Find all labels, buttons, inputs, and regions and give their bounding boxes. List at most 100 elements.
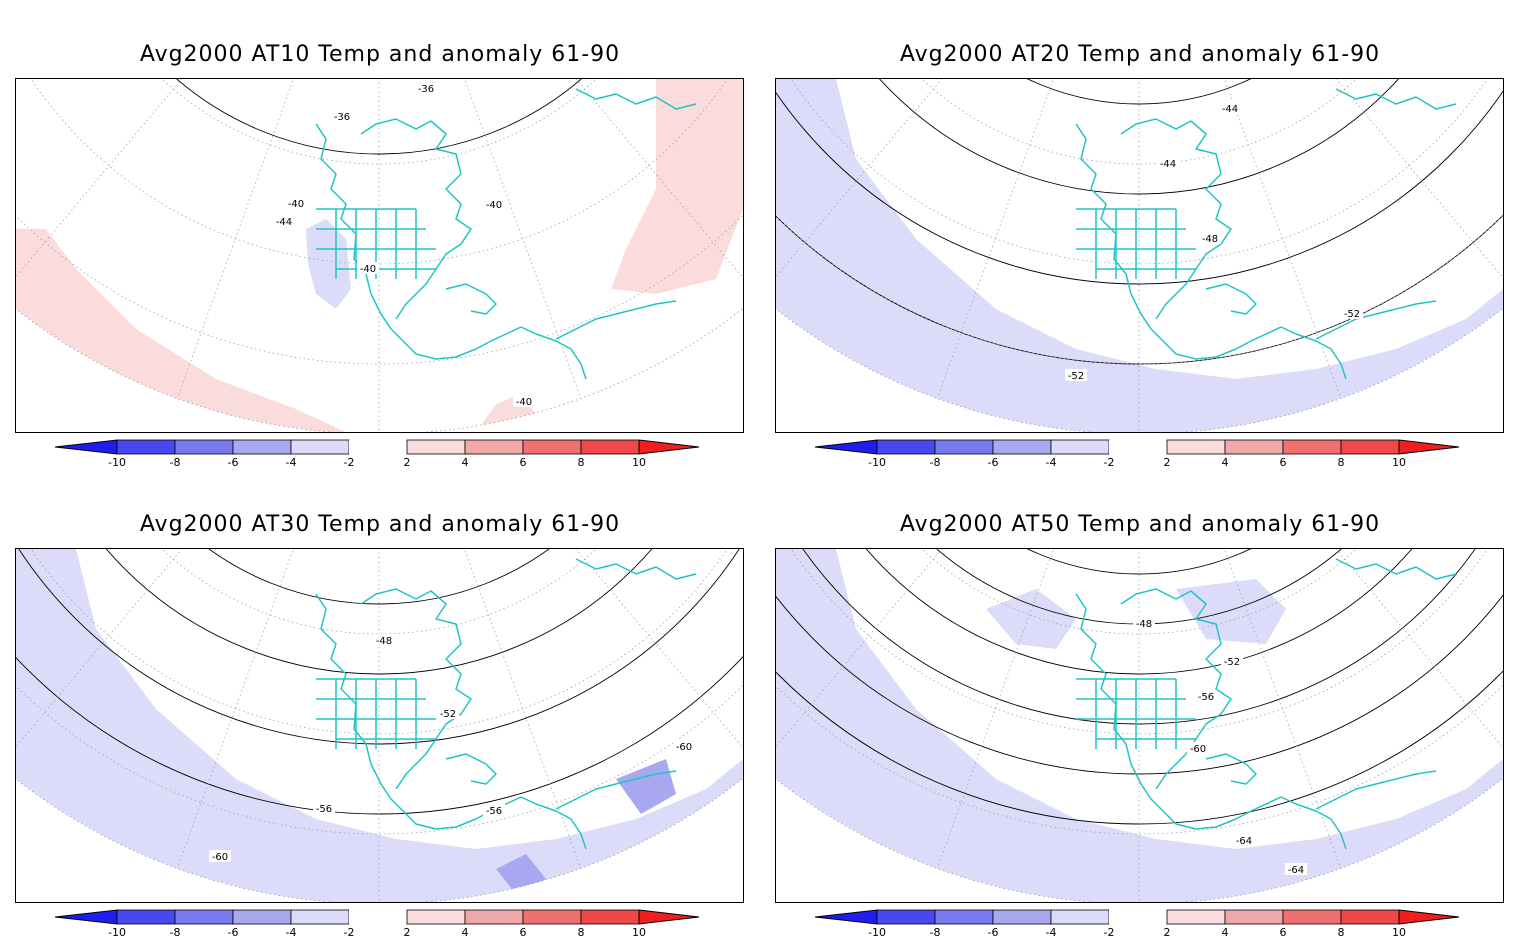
contour-label-bg [357, 262, 379, 274]
temperature-contour [878, 549, 1400, 575]
colorbar-canvas: -10 -8 -6 -4 -2 2 4 6 8 10 [54, 439, 700, 469]
coastline-path [445, 283, 497, 315]
colorbar-arrow-high [1398, 909, 1460, 925]
contour-label-bg [1157, 157, 1179, 169]
colorbar: -10 -8 -6 -4 -2 2 4 6 8 10 [54, 434, 715, 470]
anomaly-cool-area [776, 79, 1503, 432]
colorbar-tick-label: -2 [1104, 456, 1115, 469]
map-panel-at10: Avg2000 AT10 Temp and anomaly 61-90 -36-… [0, 0, 760, 470]
colorbar-tick-label: 4 [462, 456, 469, 469]
colorbar-swatch [1340, 439, 1400, 455]
colorbar-swatch [116, 439, 176, 455]
contour-label: -44 [1160, 159, 1176, 170]
colorbar-swatch [934, 909, 994, 925]
colorbar-tick-label: -8 [930, 456, 941, 469]
contour-label-bg [273, 215, 295, 227]
coastline-path [1280, 796, 1347, 850]
coastline-path [360, 588, 472, 790]
contour-label-bg [1341, 307, 1363, 319]
contour-label-bg [331, 110, 353, 122]
anomaly-cool-area [986, 589, 1076, 649]
temperature-contour [828, 549, 1450, 625]
coastline-path [1205, 283, 1257, 315]
colorbar-tick-label: 8 [578, 926, 585, 939]
colorbar-arrow-high [638, 909, 700, 925]
colorbar-arrow-high [1398, 439, 1460, 455]
contour-label: -64 [1288, 865, 1304, 876]
coastline-path [1280, 326, 1347, 380]
coastline-path [1095, 679, 1177, 749]
contour-label-bg [513, 395, 535, 407]
colorbar-swatch [934, 439, 994, 455]
temperature-contour [88, 549, 670, 605]
map-canvas: -48 -52 -56 -56 -60 -60 [16, 549, 743, 902]
colorbar-tick-label: -4 [1046, 926, 1057, 939]
contour-label-bg [1285, 863, 1307, 875]
contour-label: -44 [1222, 104, 1238, 115]
colorbar-tick-label: -4 [286, 926, 297, 939]
colorbar-arrow-low [54, 909, 118, 925]
colorbar-tick-label: -10 [868, 926, 886, 939]
temperature-contour [878, 79, 1400, 105]
panel-title: Avg2000 AT30 Temp and anomaly 61-90 [139, 512, 621, 537]
map-clip-group [776, 79, 1503, 432]
map-clip-group [16, 79, 743, 432]
coastline-path [316, 678, 436, 740]
panel-title: Avg2000 AT20 Temp and anomaly 61-90 [899, 42, 1381, 67]
colorbar-tick-label: 2 [404, 456, 411, 469]
colorbar-canvas: -10 -8 -6 -4 -2 2 4 6 8 10 [54, 909, 700, 939]
colorbar-canvas: -10 -8 -6 -4 -2 2 4 6 8 10 [814, 439, 1460, 469]
colorbar-swatch [464, 439, 524, 455]
coastline-path [315, 123, 522, 360]
map-frame: -44 -44 -48 -52 -52 [775, 78, 1504, 433]
colorbar-arrow-high [638, 439, 700, 455]
contour-label: -48 [376, 636, 392, 647]
contour-label-bg [373, 634, 395, 646]
contour-label-bg [483, 804, 505, 816]
contour-label: -60 [212, 852, 228, 863]
colorbar-swatch [992, 439, 1052, 455]
coastline-path [1076, 678, 1196, 740]
colorbar: -10 -8 -6 -4 -2 2 4 6 8 10 [814, 904, 1475, 940]
colorbar-tick-label: 10 [1392, 456, 1406, 469]
contour-label: -52 [1344, 309, 1360, 320]
colorbar-tick-label: 2 [1164, 926, 1171, 939]
coastline-path [1205, 753, 1257, 785]
colorbar-swatch [876, 439, 936, 455]
temperature-contour [776, 79, 1503, 285]
colorbar-tick-label: 8 [578, 456, 585, 469]
coastline-path [520, 326, 587, 380]
colorbar-swatch [522, 909, 582, 925]
contour-label: -36 [334, 112, 350, 123]
colorbar-swatch [174, 439, 234, 455]
coastline-path [335, 679, 417, 749]
contour-label-bg [313, 802, 335, 814]
contour-label: -40 [486, 200, 502, 211]
colorbar-arrow-low [814, 909, 878, 925]
colorbar-tick-label: -6 [228, 926, 239, 939]
colorbar-tick-label: 6 [520, 926, 527, 939]
contour-label-bg [483, 198, 505, 210]
colorbar-swatch [1340, 909, 1400, 925]
colorbar-tick-label: -6 [228, 456, 239, 469]
colorbar-swatch [1109, 910, 1167, 924]
contour-label: -52 [1068, 371, 1084, 382]
contour-label: -44 [276, 217, 292, 228]
colorbar-tick-label: 2 [404, 926, 411, 939]
colorbar-tick-label: -2 [344, 926, 355, 939]
contour-label-bg [1065, 369, 1087, 381]
contour-label-bg [209, 850, 231, 862]
colorbar-swatch [349, 910, 407, 924]
coastline-path [335, 209, 417, 279]
colorbar-swatch [290, 439, 350, 455]
colorbar-swatch [232, 909, 292, 925]
anomaly-warm-area [16, 229, 346, 432]
contour-label: -48 [1136, 619, 1152, 630]
anomaly-warm-area [611, 79, 743, 294]
temperature-contour [68, 79, 690, 155]
anomaly-cool-area [306, 219, 351, 309]
colorbar-swatch [876, 909, 936, 925]
contour-label-bg [1187, 742, 1209, 754]
colorbar-tick-label: -8 [170, 926, 181, 939]
colorbar-tick-label: 10 [632, 456, 646, 469]
